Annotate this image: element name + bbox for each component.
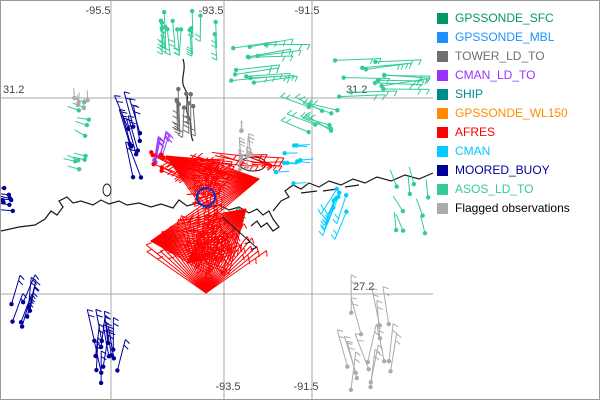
grid-label: -93.5 xyxy=(198,5,223,17)
grid-label: 31.2 xyxy=(346,84,367,96)
legend-swatch xyxy=(437,184,448,195)
legend-label: AFRES xyxy=(455,125,496,139)
coastline xyxy=(300,190,318,194)
lake-outline xyxy=(102,183,112,197)
legend-swatch xyxy=(437,13,448,24)
grid-label: 31.2 xyxy=(3,84,24,96)
obs-cluster-buoy-left-edge xyxy=(1,185,16,214)
obs-cluster-asos-topright xyxy=(332,58,431,101)
obs-cluster-central-ring xyxy=(196,187,216,207)
obs-cluster-flagged-bottomright xyxy=(336,274,402,392)
obs-cluster-asos-left-column xyxy=(63,97,92,172)
legend-item: CMAN_LD_TO xyxy=(437,66,599,85)
obs-cluster-afres-fan-6 xyxy=(186,216,243,264)
legend-swatch xyxy=(437,127,448,138)
legend-swatch xyxy=(437,165,448,176)
obs-cluster-afres-fan-5 xyxy=(145,213,268,294)
obs-cluster-asos-topleft xyxy=(156,8,218,61)
legend-item: MOORED_BUOY xyxy=(437,161,599,180)
grid-label: -95.5 xyxy=(85,5,110,17)
legend-label: GPSSONDE_SFC xyxy=(455,11,554,25)
legend-label: ASOS_LD_TO xyxy=(455,182,534,196)
legend-label: CMAN_LD_TO xyxy=(455,68,536,82)
obs-cluster-flagged-left xyxy=(72,87,90,111)
obs-cluster-afres-fan-2 xyxy=(190,152,260,222)
coastline xyxy=(1,196,280,232)
legend-item: GPSSONDE_MBL xyxy=(437,28,599,47)
grid-label: -91.5 xyxy=(294,5,319,17)
legend-label: TOWER_LD_TO xyxy=(455,49,545,63)
legend-label: MOORED_BUOY xyxy=(455,163,550,177)
legend-item: AFRES xyxy=(437,123,599,142)
grid-label: -91.5 xyxy=(293,381,318,393)
legend-label: GPSSONDE_MBL xyxy=(455,30,555,44)
legend-label: CMAN xyxy=(455,144,491,158)
obs-cluster-tower-cluster xyxy=(171,86,196,138)
legend-item: TOWER_LD_TO xyxy=(437,47,599,66)
coastline xyxy=(344,184,360,188)
legend-swatch xyxy=(437,51,448,62)
legend-swatch xyxy=(437,146,448,157)
legend-item: Flagged observations xyxy=(437,199,599,218)
obs-cluster-cman-lower xyxy=(317,186,349,240)
obs-cluster-buoy-bottom-fan xyxy=(86,309,130,386)
legend-item: ASOS_LD_TO xyxy=(437,180,599,199)
legend: GPSSONDE_SFC GPSSONDE_MBL TOWER_LD_TO CMAN_… xyxy=(437,9,599,218)
obs-cluster-buoy-bottomleft xyxy=(9,274,41,329)
coastline xyxy=(272,172,433,212)
legend-swatch xyxy=(437,89,448,100)
legend-label: Flagged observations xyxy=(455,201,570,215)
legend-item: GPSSONDE_WL150 xyxy=(437,104,599,123)
legend-item: SHIP xyxy=(437,85,599,104)
legend-item: CMAN xyxy=(437,142,599,161)
legend-label: GPSSONDE_WL150 xyxy=(455,106,568,120)
obs-cluster-central-track xyxy=(221,216,257,250)
obs-cluster-buoy-mid xyxy=(114,91,144,180)
legend-item: GPSSONDE_SFC xyxy=(437,9,599,28)
obs-cluster-flagged-center xyxy=(237,133,255,172)
obs-cluster-asos-right-mid xyxy=(280,92,340,135)
grid-label: 27.2 xyxy=(353,281,374,293)
legend-swatch xyxy=(437,32,448,43)
grid-label: -93.5 xyxy=(215,381,240,393)
obs-cluster-asos-right-coast xyxy=(389,166,431,236)
obs-cluster-cman-diagonal xyxy=(273,143,314,186)
map-canvas[interactable]: -95.5 -93.5 -91.5 31.2 31.2 27.2 -93.5 -91.5 xyxy=(1,1,433,400)
legend-swatch xyxy=(437,108,448,119)
obs-cluster-flagged-dot xyxy=(239,120,244,134)
legend-swatch xyxy=(437,70,448,81)
legend-swatch xyxy=(437,203,448,214)
obs-cluster-asos-top-mid xyxy=(229,38,311,85)
legend-label: SHIP xyxy=(455,87,484,101)
map-area[interactable]: -95.5 -93.5 -91.5 31.2 31.2 27.2 -93.5 -91.5 xyxy=(1,1,433,400)
